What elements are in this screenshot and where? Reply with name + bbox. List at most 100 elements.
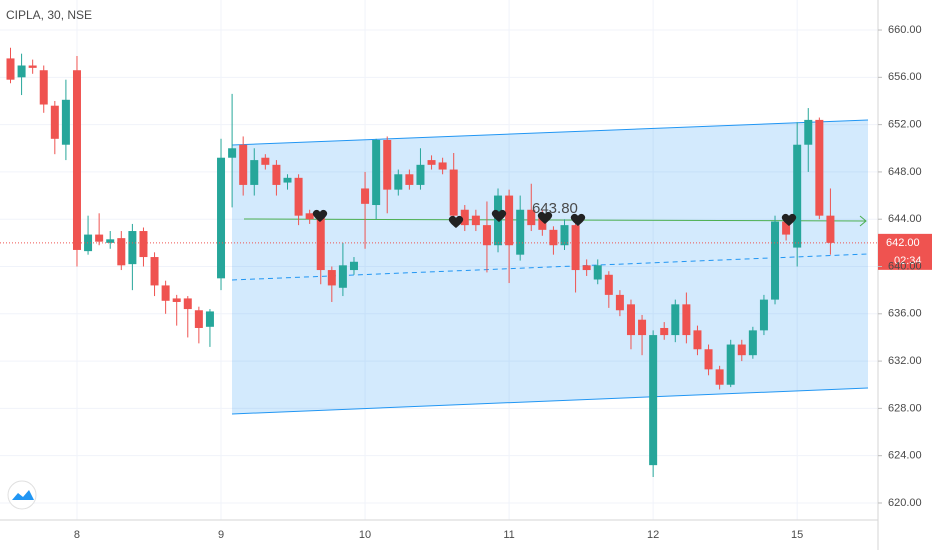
candle-body	[549, 229, 558, 246]
y-tick-label: 660.00	[888, 24, 922, 36]
candle-body	[405, 174, 414, 185]
heart-icon	[448, 215, 464, 228]
candle-body	[704, 349, 713, 370]
candle-body	[782, 221, 791, 235]
candle-body	[527, 209, 536, 226]
logo	[7, 480, 37, 510]
candle-body	[84, 234, 93, 252]
x-tick-label: 10	[359, 529, 371, 541]
candle-body	[682, 304, 691, 336]
heart-icon	[312, 209, 328, 222]
candle-body	[427, 160, 436, 165]
candle-body	[726, 344, 735, 385]
candle-body	[383, 139, 392, 190]
candle-body	[50, 105, 59, 139]
candle-body	[128, 231, 137, 265]
y-tick-label: 656.00	[888, 71, 922, 83]
candle-body	[538, 215, 547, 230]
candle-body	[394, 174, 403, 190]
candle-body	[239, 144, 248, 185]
x-tick-label: 11	[503, 529, 514, 541]
y-tick-label: 632.00	[888, 355, 922, 367]
candle-body	[117, 238, 126, 266]
candle-body	[372, 139, 381, 206]
candle-body	[516, 209, 525, 255]
channel-mid	[231, 253, 869, 281]
last-price-box	[878, 233, 932, 270]
candle-body	[449, 169, 458, 216]
channel-lower	[231, 387, 869, 415]
candle-body	[316, 215, 325, 271]
candle-body	[183, 298, 192, 310]
candle-body	[693, 330, 702, 350]
candle-body	[604, 274, 613, 295]
candle-body	[250, 160, 259, 185]
x-tick-label: 15	[791, 529, 803, 541]
candle-body	[283, 177, 292, 183]
candle-body	[217, 157, 226, 279]
candle-body	[39, 70, 48, 105]
candle-body	[793, 144, 802, 248]
candle-body	[759, 299, 768, 331]
candle-body	[638, 319, 647, 336]
candle-body	[815, 119, 824, 216]
candle-body	[95, 234, 104, 242]
candle-body	[505, 195, 514, 246]
candle-body	[771, 221, 780, 300]
y-tick-label: 628.00	[888, 402, 922, 414]
candle-body	[294, 177, 303, 216]
candle-body	[560, 225, 569, 246]
chart-title: CIPLA, 30, NSE	[6, 8, 92, 22]
candle-body	[626, 304, 635, 336]
y-tick-label: 620.00	[888, 497, 922, 509]
channel-upper	[231, 119, 869, 146]
candle-body	[194, 310, 203, 328]
candle-body	[228, 148, 237, 158]
candle-body	[361, 188, 370, 204]
last-price-label: 642.00	[886, 237, 920, 249]
candle-body	[272, 164, 281, 185]
candle-body	[28, 65, 37, 68]
candle-body	[615, 294, 624, 311]
heart-icon	[570, 213, 586, 226]
y-tick-label: 648.00	[888, 166, 922, 178]
y-tick-label: 644.00	[888, 213, 922, 225]
overlay: 642.00 02:34	[0, 233, 932, 270]
candle-body	[17, 65, 26, 78]
target-line	[243, 218, 867, 222]
candle-body	[106, 239, 115, 243]
candle-body	[305, 213, 314, 220]
candle-body	[6, 58, 15, 80]
candle-body	[571, 225, 580, 271]
candle-body	[261, 157, 270, 165]
hearts	[312, 209, 797, 228]
candle-body	[471, 215, 480, 226]
candle-body	[139, 231, 148, 258]
candle-body	[327, 270, 336, 286]
candle-body	[72, 70, 81, 250]
heart-icon	[491, 209, 507, 222]
target-arrow	[859, 215, 867, 227]
x-tick-label: 8	[74, 529, 80, 541]
candle-body	[582, 265, 591, 271]
countdown: 02:34	[894, 255, 922, 267]
candle-body	[205, 311, 214, 327]
logo-circle	[7, 480, 37, 510]
candle-body	[671, 304, 680, 336]
candle-body	[826, 215, 835, 243]
candle-body	[660, 327, 669, 336]
candle-body	[482, 225, 491, 246]
candle-body	[737, 344, 746, 356]
candle-body	[416, 164, 425, 185]
candle-body	[460, 209, 469, 226]
y-tick-label: 652.00	[888, 119, 922, 131]
heart-icon	[537, 211, 553, 224]
x-tick-label: 9	[218, 529, 224, 541]
x-tick-label: 12	[647, 529, 659, 541]
candle-body	[172, 298, 181, 302]
candle-body	[804, 119, 813, 145]
candle-body	[161, 285, 170, 301]
heart-icon	[781, 213, 797, 226]
candle-body	[438, 162, 447, 170]
